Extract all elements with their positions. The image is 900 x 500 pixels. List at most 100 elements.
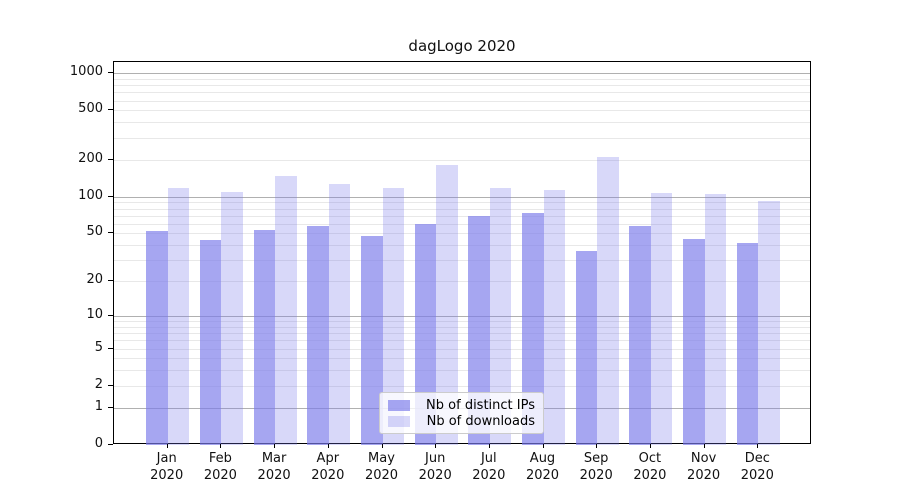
plot-area — [113, 61, 811, 445]
y-tick-mark — [108, 109, 113, 111]
bars-layer — [114, 62, 810, 445]
minor-gridline — [114, 100, 810, 102]
y-tick-mark — [108, 232, 113, 234]
x-tick-label: Jul 2020 — [472, 451, 506, 483]
bar-nb-of-distinct-ips — [199, 240, 222, 445]
minor-gridline — [114, 92, 810, 94]
bar-nb-of-downloads — [436, 165, 458, 445]
bar-nb-of-distinct-ips — [683, 238, 705, 445]
y-tick-mark — [108, 314, 113, 316]
legend-label-downloads: Nb of downloads — [426, 413, 535, 429]
bar-nb-of-downloads — [221, 191, 243, 445]
minor-gridline — [114, 281, 810, 283]
x-tick-mark — [435, 444, 437, 448]
x-tick-mark — [649, 444, 651, 448]
y-tick-label: 100 — [78, 187, 103, 203]
minor-gridline — [114, 348, 810, 350]
bar-nb-of-downloads — [328, 183, 351, 445]
bar-nb-of-downloads — [382, 188, 404, 445]
x-tick-mark — [596, 444, 598, 448]
y-tick-label: 500 — [78, 101, 103, 117]
y-tick-mark — [108, 158, 113, 160]
y-tick-mark — [108, 280, 113, 282]
y-tick-mark — [108, 406, 113, 408]
major-gridline — [114, 196, 810, 198]
y-tick-mark — [108, 444, 113, 445]
legend-swatch-downloads — [388, 415, 410, 427]
bar-nb-of-distinct-ips — [146, 231, 168, 445]
bar-nb-of-distinct-ips — [468, 216, 490, 445]
x-tick-mark — [703, 444, 705, 448]
bar-nb-of-distinct-ips — [307, 226, 329, 445]
minor-gridline — [114, 245, 810, 247]
bar-nb-of-distinct-ips — [253, 230, 276, 445]
minor-gridline — [114, 385, 810, 387]
bar-nb-of-downloads — [758, 201, 780, 445]
x-tick-label: Jan 2020 — [150, 451, 184, 483]
bar-nb-of-downloads — [275, 176, 297, 445]
minor-gridline — [114, 333, 810, 335]
y-tick-label: 0 — [94, 436, 103, 451]
bar-nb-of-downloads — [650, 193, 673, 445]
minor-gridline — [114, 370, 810, 372]
bar-nb-of-distinct-ips — [629, 225, 651, 445]
minor-gridline — [114, 202, 810, 204]
x-tick-mark — [274, 444, 276, 448]
bar-nb-of-distinct-ips — [361, 235, 383, 445]
y-tick-label: 2 — [94, 376, 103, 392]
x-tick-mark — [381, 444, 383, 448]
x-tick-mark — [220, 444, 222, 448]
minor-gridline — [114, 208, 810, 210]
minor-gridline — [114, 122, 810, 124]
minor-gridline — [114, 78, 810, 80]
y-tick-mark — [108, 72, 113, 74]
minor-gridline — [114, 260, 810, 262]
legend-row-distinct-ips: Nb of distinct IPs — [388, 397, 535, 413]
bar-nb-of-downloads — [597, 157, 619, 445]
minor-gridline — [114, 233, 810, 235]
x-tick-label: Sep 2020 — [579, 451, 613, 483]
minor-gridline — [114, 159, 810, 161]
y-tick-label: 10 — [86, 306, 103, 322]
legend-swatch-distinct-ips — [388, 399, 410, 411]
legend-row-downloads: Nb of downloads — [388, 413, 535, 429]
x-tick-label: May 2020 — [364, 451, 399, 483]
y-tick-label: 1000 — [69, 64, 103, 80]
y-tick-label: 20 — [86, 272, 103, 288]
minor-gridline — [114, 137, 810, 139]
y-tick-label: 5 — [94, 339, 103, 355]
x-tick-mark — [542, 444, 544, 448]
minor-gridline — [114, 326, 810, 328]
minor-gridline — [114, 340, 810, 342]
x-tick-label: Nov 2020 — [687, 451, 721, 483]
major-gridline — [114, 315, 810, 317]
minor-gridline — [114, 223, 810, 225]
bar-nb-of-distinct-ips — [414, 223, 437, 445]
major-gridline — [114, 73, 810, 75]
y-tick-label: 200 — [78, 150, 103, 166]
gridlines-layer — [114, 62, 810, 443]
chart-title: dagLogo 2020 — [408, 37, 516, 55]
bar-nb-of-distinct-ips — [736, 242, 759, 445]
bar-nb-of-downloads — [543, 190, 565, 445]
minor-gridline — [114, 85, 810, 87]
bar-nb-of-downloads — [167, 187, 190, 445]
bar-nb-of-distinct-ips — [575, 250, 598, 445]
y-tick-mark — [108, 195, 113, 197]
x-tick-label: Apr 2020 — [311, 451, 345, 483]
minor-gridline — [114, 321, 810, 323]
bar-nb-of-downloads — [704, 194, 727, 445]
x-tick-mark — [488, 444, 490, 448]
minor-gridline — [114, 215, 810, 217]
x-tick-label: Jun 2020 — [418, 451, 452, 483]
x-tick-label: Feb 2020 — [203, 451, 237, 483]
y-tick-label: 1 — [94, 398, 103, 414]
minor-gridline — [114, 358, 810, 360]
x-tick-mark — [166, 444, 168, 448]
x-tick-label: Aug 2020 — [525, 451, 560, 483]
x-tick-mark — [757, 444, 759, 448]
x-tick-label: Dec 2020 — [740, 451, 774, 483]
bar-nb-of-distinct-ips — [522, 212, 544, 445]
x-tick-label: Oct 2020 — [633, 451, 667, 483]
